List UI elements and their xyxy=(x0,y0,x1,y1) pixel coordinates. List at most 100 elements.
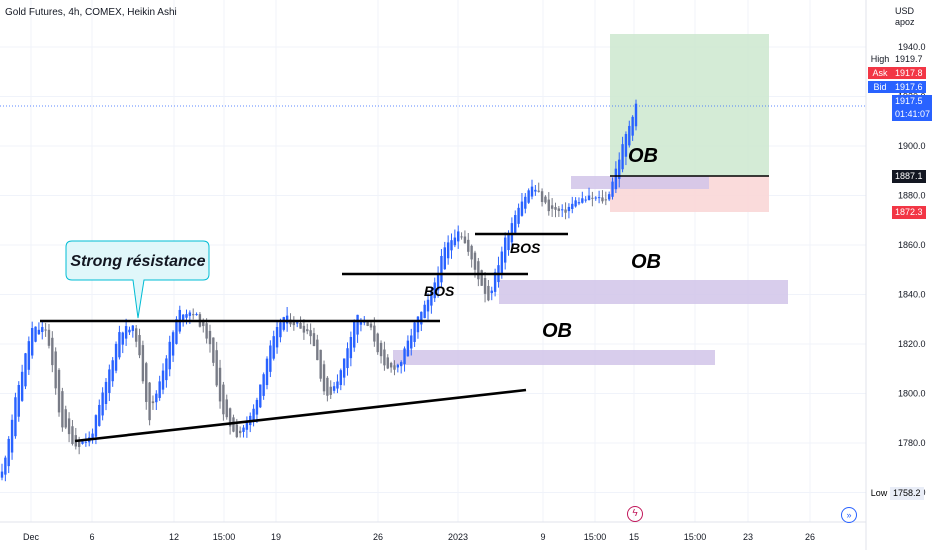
candle-body xyxy=(554,207,557,210)
candle-body xyxy=(514,215,517,233)
ob-label-middle: OB xyxy=(631,251,661,273)
last-price-value: 1917.5 xyxy=(895,96,923,106)
candle-body xyxy=(564,209,567,213)
ob-label-lower: OB xyxy=(542,320,572,342)
candle-body xyxy=(493,272,497,292)
fast-forward-icon[interactable]: » xyxy=(841,507,857,523)
ob-zone-upper xyxy=(571,176,709,189)
low-label: Low xyxy=(870,488,888,498)
candle-body xyxy=(534,189,537,192)
candle-body xyxy=(17,384,20,417)
y-tick-label: 1820.0 xyxy=(898,339,926,349)
candle-body xyxy=(272,336,275,359)
candle-body xyxy=(202,320,205,327)
x-tick-label: 6 xyxy=(89,532,94,542)
candle-body xyxy=(269,345,272,372)
candle-body xyxy=(309,330,312,337)
candle-body xyxy=(342,358,346,378)
candle-body xyxy=(94,415,98,437)
candle-body xyxy=(111,360,114,382)
candle-body xyxy=(141,345,145,382)
time-axis[interactable]: Dec 6 12 15:00 19 26 2023 9 15:00 15 15:00 23 26 xyxy=(23,532,815,542)
callout-bubble xyxy=(65,240,210,319)
lightning-icon[interactable]: ϟ xyxy=(627,506,643,522)
candle-body xyxy=(20,371,24,401)
candle-body xyxy=(91,433,94,440)
symbol-title[interactable]: Gold Futures, 4h, COMEX, Heikin Ashi xyxy=(5,7,177,18)
currency-sub: apoz xyxy=(895,17,915,27)
x-tick-label: Dec xyxy=(23,532,40,542)
high-label: High xyxy=(870,54,890,64)
candle-body xyxy=(634,103,638,127)
candle-body xyxy=(24,353,27,387)
x-tick-label: 12 xyxy=(169,532,179,542)
candle-body xyxy=(376,333,379,353)
candle-body xyxy=(594,197,597,199)
candle-body xyxy=(601,197,604,202)
currency-code: USD xyxy=(895,6,915,16)
candle-body xyxy=(577,202,581,204)
candle-body xyxy=(275,327,279,348)
bid-tag: Bid 1917.6 xyxy=(868,81,926,93)
candle-body xyxy=(530,186,534,197)
ask-tag: Ask 1917.8 xyxy=(868,67,926,79)
x-tick-label: 23 xyxy=(743,532,753,542)
candle-body xyxy=(161,370,165,390)
candle-body xyxy=(369,323,373,328)
candle-body xyxy=(242,427,245,432)
resistance-callout[interactable]: Strong résistance xyxy=(65,240,210,319)
candle-body xyxy=(581,198,584,203)
candle-body xyxy=(359,320,363,325)
candle-body xyxy=(450,240,453,251)
candle-body xyxy=(14,397,17,437)
candle-body xyxy=(192,314,195,316)
candle-body xyxy=(396,364,400,368)
ask-value: 1917.8 xyxy=(892,67,926,79)
candle-body xyxy=(131,325,135,332)
bid-value: 1917.6 xyxy=(892,81,926,93)
candle-body xyxy=(101,392,104,416)
candle-body xyxy=(114,343,118,371)
candle-body xyxy=(584,199,587,201)
candle-body xyxy=(389,362,393,368)
candle-body xyxy=(7,438,10,467)
candle-body xyxy=(30,328,34,356)
candle-body xyxy=(420,311,423,325)
candle-body xyxy=(624,134,628,157)
currency-label[interactable]: USD apoz xyxy=(895,6,915,28)
candle-body xyxy=(487,285,490,301)
candle-body xyxy=(430,290,433,306)
candle-body xyxy=(443,247,446,270)
y-tick-label: 1840.0 xyxy=(898,290,926,300)
candle-body xyxy=(393,365,396,370)
candle-body xyxy=(292,321,296,326)
candle-body xyxy=(410,335,413,349)
candle-body xyxy=(215,350,218,386)
candle-body xyxy=(379,342,383,357)
bar-countdown: 01:41:07 xyxy=(895,109,931,119)
x-tick-label: 2023 xyxy=(448,532,468,542)
candle-body xyxy=(406,340,410,357)
candle-body xyxy=(322,364,326,392)
x-tick-label: 26 xyxy=(805,532,815,542)
candle-body xyxy=(473,252,477,270)
candle-body xyxy=(517,207,520,224)
support-trendline[interactable] xyxy=(74,388,527,443)
candle-body xyxy=(4,457,7,475)
candle-body xyxy=(165,358,168,381)
bos-label-1: BOS xyxy=(424,283,455,299)
y-tick-label: 1900.0 xyxy=(898,141,926,151)
candle-body xyxy=(520,201,524,216)
high-tag: High 1919.7 xyxy=(868,53,926,65)
candle-body xyxy=(440,255,443,283)
candle-body xyxy=(37,329,41,335)
candle-body xyxy=(490,290,493,294)
candle-body xyxy=(0,471,4,478)
candle-body xyxy=(460,236,463,238)
candle-body xyxy=(299,323,302,329)
candle-body xyxy=(171,332,175,356)
candle-body xyxy=(483,278,487,294)
candle-body xyxy=(285,315,289,324)
candle-body xyxy=(366,321,369,326)
